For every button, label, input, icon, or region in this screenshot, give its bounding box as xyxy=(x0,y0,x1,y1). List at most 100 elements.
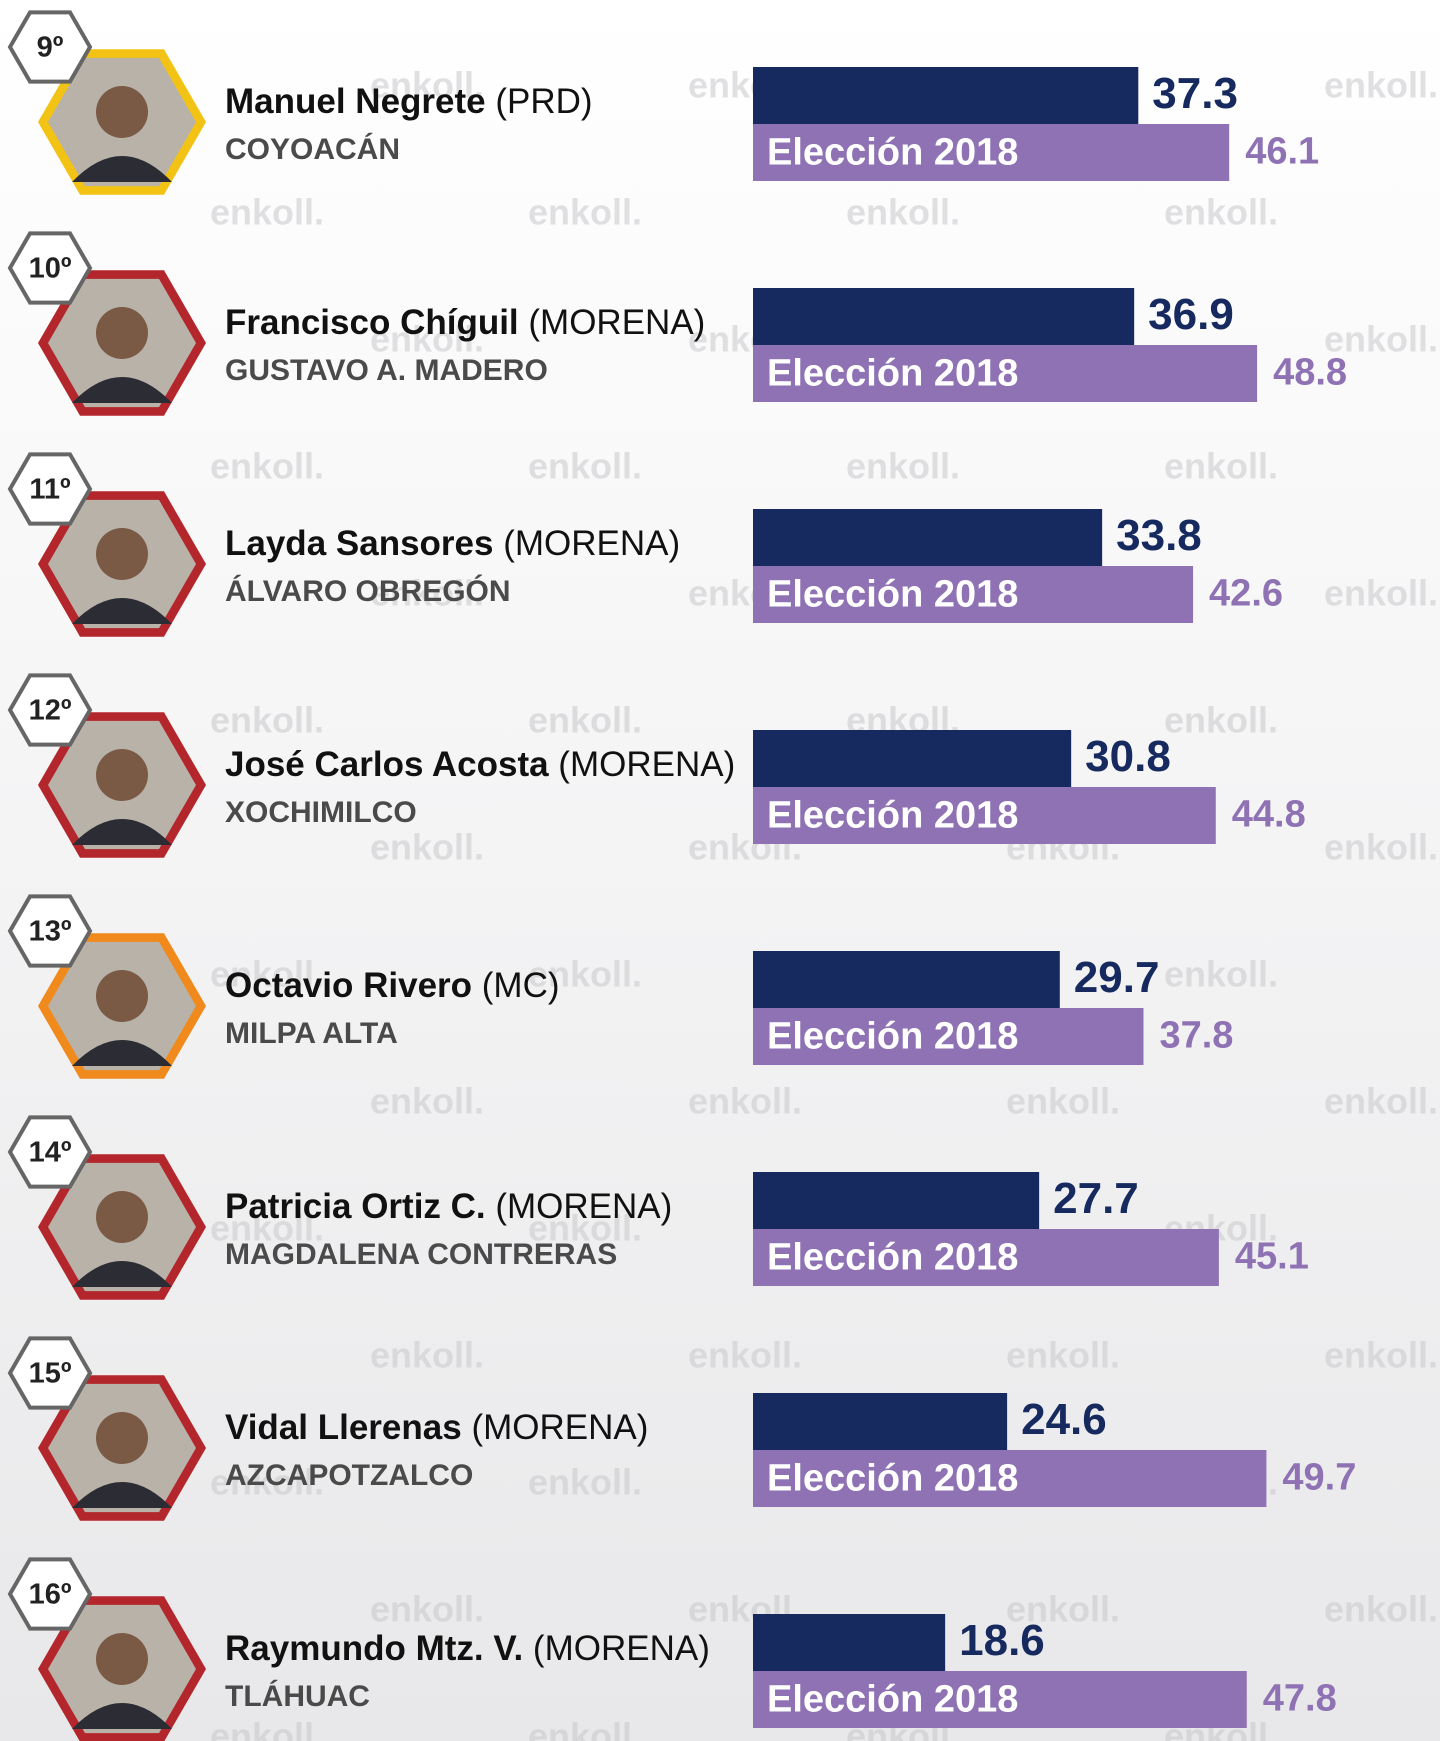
bar-series-label: Elección 2018 xyxy=(767,132,1018,174)
value-label: 49.7 xyxy=(1282,1457,1356,1499)
candidate-name: Vidal Llerenas xyxy=(225,1408,462,1447)
watermark: enkoll. xyxy=(370,1081,484,1122)
photo-head xyxy=(96,307,148,359)
value-label: 37.3 xyxy=(1152,69,1238,118)
candidate-name: Raymundo Mtz. V. xyxy=(225,1629,523,1668)
rank: 12º xyxy=(29,695,72,727)
bar-series-label: Elección 2018 xyxy=(767,353,1018,395)
candidate: Layda Sansores (MORENA) xyxy=(225,524,680,563)
watermark: enkoll. xyxy=(210,446,324,487)
candidate: José Carlos Acosta (MORENA) xyxy=(225,745,735,784)
watermark: enkoll. xyxy=(688,1081,802,1122)
watermark: enkoll. xyxy=(846,446,960,487)
candidate-name: Manuel Negrete xyxy=(225,82,486,121)
value-label: 42.6 xyxy=(1209,573,1283,615)
watermark: enkoll. xyxy=(528,700,642,741)
bar xyxy=(753,951,1060,1008)
candidate-name: José Carlos Acosta xyxy=(225,745,549,784)
watermark: enkoll. xyxy=(528,1716,642,1741)
watermark: enkoll. xyxy=(1164,954,1278,995)
value-label: 45.1 xyxy=(1235,1236,1309,1278)
candidate: Raymundo Mtz. V. (MORENA) xyxy=(225,1629,710,1668)
photo-head xyxy=(96,86,148,138)
bar xyxy=(753,509,1102,566)
value-label: 47.8 xyxy=(1263,1678,1337,1720)
borough: TLÁHUAC xyxy=(225,1679,370,1713)
rank: 15º xyxy=(29,1358,72,1390)
watermark: enkoll. xyxy=(1324,1081,1438,1122)
value-label: 37.8 xyxy=(1159,1015,1233,1057)
watermark: enkoll. xyxy=(1324,573,1438,614)
party: (MORENA) xyxy=(503,524,680,563)
watermark: enkoll. xyxy=(1324,65,1438,106)
watermark: enkoll. xyxy=(1164,192,1278,233)
bar-series-label: Elección 2018 xyxy=(767,1679,1018,1721)
watermark: enkoll. xyxy=(528,446,642,487)
bar-series-label: Elección 2018 xyxy=(767,1458,1018,1500)
candidate-name: Octavio Rivero xyxy=(225,966,472,1005)
value-label: 44.8 xyxy=(1232,794,1306,836)
bar xyxy=(753,1393,1007,1450)
rank: 10º xyxy=(29,253,72,285)
chart: enkoll. enkoll. enkoll. enkoll. enkoll. enkol… xyxy=(0,0,1440,1741)
bar-series-label: Elección 2018 xyxy=(767,795,1018,837)
bar-series-label: Elección 2018 xyxy=(767,1237,1018,1279)
party: (MORENA) xyxy=(558,745,735,784)
watermark: enkoll. xyxy=(1164,446,1278,487)
bar xyxy=(753,730,1071,787)
party: (MORENA) xyxy=(495,1187,672,1226)
rank: 9º xyxy=(37,32,64,64)
watermark: enkoll. xyxy=(1006,1081,1120,1122)
watermark: enkoll. xyxy=(1324,827,1438,868)
value-label: 46.1 xyxy=(1245,131,1319,173)
borough: COYOACÁN xyxy=(225,132,400,166)
party: (MORENA) xyxy=(471,1408,648,1447)
value-label: 29.7 xyxy=(1074,953,1160,1002)
candidate: Patricia Ortiz C. (MORENA) xyxy=(225,1187,672,1226)
watermark: enkoll. xyxy=(846,192,960,233)
bar-series-label: Elección 2018 xyxy=(767,574,1018,616)
value-label: 24.6 xyxy=(1021,1395,1107,1444)
watermark: enkoll. xyxy=(370,1335,484,1376)
borough: MAGDALENA CONTRERAS xyxy=(225,1238,617,1271)
candidate-name: Francisco Chíguil xyxy=(225,303,519,342)
watermark: enkoll. xyxy=(370,1589,484,1630)
candidate: Francisco Chíguil (MORENA) xyxy=(225,303,705,342)
watermark: enkoll. xyxy=(528,1462,642,1503)
value-label: 27.7 xyxy=(1053,1174,1139,1223)
watermark: enkoll. xyxy=(1324,1335,1438,1376)
rank: 13º xyxy=(29,916,72,948)
rank: 14º xyxy=(29,1137,72,1169)
value-label: 48.8 xyxy=(1273,352,1347,394)
value-label: 18.6 xyxy=(959,1616,1045,1665)
value-label: 33.8 xyxy=(1116,511,1202,560)
watermark: enkoll. xyxy=(1324,1589,1438,1630)
borough: GUSTAVO A. MADERO xyxy=(225,354,548,387)
watermark: enkoll. xyxy=(370,827,484,868)
watermark: enkoll. xyxy=(528,192,642,233)
photo-head xyxy=(96,1412,148,1464)
bar xyxy=(753,1172,1039,1229)
party: (MORENA) xyxy=(533,1629,710,1668)
borough: ÁLVARO OBREGÓN xyxy=(225,574,511,608)
photo-head xyxy=(96,528,148,580)
watermark: enkoll. xyxy=(210,700,324,741)
bar-series-label: Elección 2018 xyxy=(767,1016,1018,1058)
borough: AZCAPOTZALCO xyxy=(225,1459,473,1492)
photo-head xyxy=(96,749,148,801)
watermark: enkoll. xyxy=(1006,1335,1120,1376)
candidate: Octavio Rivero (MC) xyxy=(225,966,560,1005)
candidate-name: Layda Sansores xyxy=(225,524,493,563)
borough: XOCHIMILCO xyxy=(225,796,417,829)
value-label: 36.9 xyxy=(1148,290,1234,339)
bar xyxy=(753,288,1134,345)
photo-head xyxy=(96,970,148,1022)
photo-head xyxy=(96,1191,148,1243)
watermark: enkoll. xyxy=(210,192,324,233)
party: (MC) xyxy=(482,966,560,1005)
watermark: enkoll. xyxy=(1164,700,1278,741)
rank: 11º xyxy=(29,474,71,506)
value-label: 30.8 xyxy=(1085,732,1171,781)
watermark: enkoll. xyxy=(210,1716,324,1741)
photo-head xyxy=(96,1633,148,1685)
